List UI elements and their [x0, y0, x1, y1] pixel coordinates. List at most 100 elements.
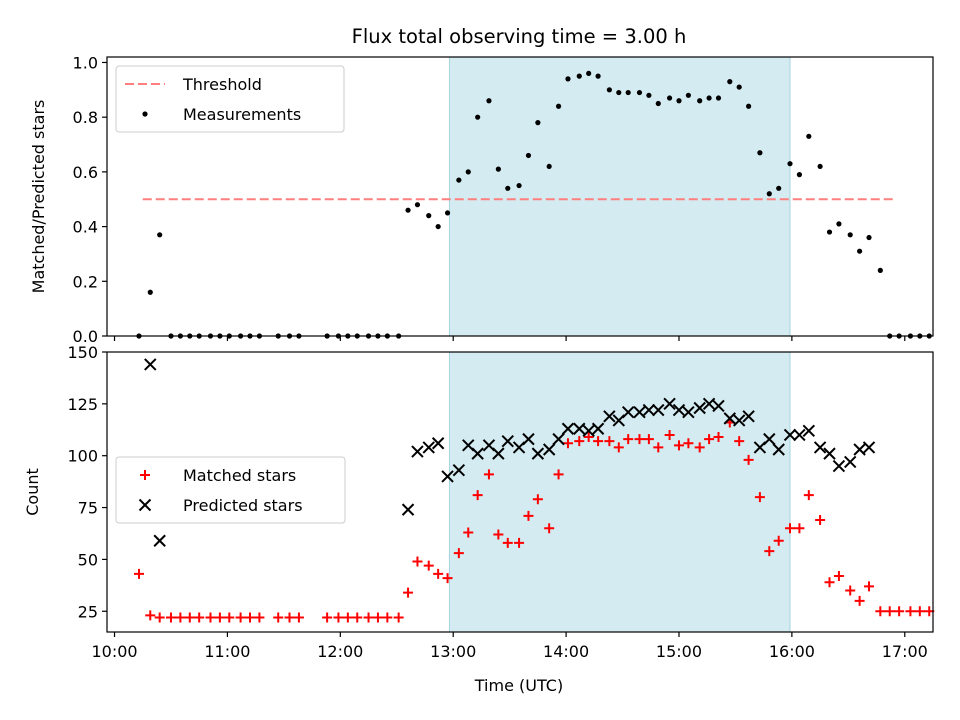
matched-star-point [704, 434, 715, 445]
matched-star-point [224, 612, 235, 623]
y-tick-label: 125 [67, 395, 98, 414]
matched-star-point [553, 469, 564, 480]
measurement-point [505, 185, 511, 191]
matched-star-point [523, 510, 534, 521]
predicted-star-point [471, 447, 484, 460]
matched-star-point [754, 492, 765, 503]
predicted-star-point [793, 428, 806, 442]
measurement-point [806, 133, 812, 139]
measurement-point [465, 169, 471, 175]
measurement-point [685, 92, 691, 98]
matched-star-point [352, 612, 363, 623]
matched-star-point [583, 432, 594, 443]
predicted-star-point [582, 424, 595, 438]
matched-star-point [273, 612, 284, 623]
predicted-star-point [712, 399, 725, 413]
matched-star-point [683, 438, 694, 449]
predicted-star-point [401, 503, 415, 516]
matched-star-point [175, 612, 186, 623]
matched-star-point [393, 612, 404, 623]
matched-star-point [333, 612, 344, 623]
predicted-star-point [862, 441, 876, 454]
bottom-y-axis-label: Count [23, 468, 42, 516]
bottom-x-axis-label: Time (UTC) [474, 676, 563, 695]
y-tick-label: 1.0 [73, 53, 98, 72]
matched-star-point [372, 612, 383, 623]
legend-label: Threshold [182, 75, 262, 94]
predicted-star-point [422, 441, 435, 454]
measurement-point [414, 202, 421, 208]
top-legend: Threshold Measurements [115, 65, 345, 133]
matched-star-point [214, 612, 225, 623]
matched-star-point [875, 606, 886, 617]
predicted-star-point [663, 397, 676, 411]
predicted-star-point [452, 464, 466, 477]
top-highlight-span [448, 56, 791, 337]
measurement-point [826, 229, 833, 235]
matched-star-point [254, 612, 265, 623]
measurement-point [565, 76, 571, 82]
measurement-point [147, 289, 153, 295]
predicted-star-point [561, 422, 575, 435]
measurement-point [757, 150, 763, 156]
x-tick-label: 13:00 [430, 642, 476, 661]
y-tick-label: 0.8 [73, 108, 98, 127]
matched-star-point [854, 595, 865, 606]
matched-star-point [423, 560, 434, 571]
measurement-point [444, 210, 451, 216]
predicted-star-point [693, 401, 706, 415]
predicted-star-point [552, 432, 565, 446]
predicted-star-point [802, 424, 816, 438]
measurement-point [857, 248, 863, 254]
matched-star-point [894, 606, 905, 617]
x-tick-label: 11:00 [204, 642, 250, 661]
matched-star-point [244, 612, 255, 623]
predicted-star-point [153, 534, 166, 547]
matched-star-point [442, 573, 453, 584]
measurement-point [426, 213, 432, 219]
legend-predicted-swatch [138, 498, 152, 512]
matched-star-point [284, 612, 295, 623]
predicted-star-point [702, 397, 716, 411]
matched-star-point [154, 612, 165, 623]
x-tick-label: 15:00 [656, 642, 702, 661]
matched-star-point [613, 442, 624, 453]
measurement-point [616, 89, 622, 96]
matched-star-point [815, 515, 826, 525]
predicted-star-point [844, 455, 857, 469]
measurement-point [776, 185, 782, 191]
measurement-point [535, 120, 541, 126]
legend-label: Matched stars [183, 466, 296, 485]
predicted-star-point [823, 447, 836, 460]
matched-star-point [694, 442, 705, 453]
measurement-point [796, 172, 803, 178]
measurement-point [625, 89, 631, 96]
matched-star-point [205, 612, 216, 623]
x-tick-label: 17:00 [882, 642, 928, 661]
measurement-point [727, 79, 733, 85]
x-tick-label: 16:00 [769, 642, 815, 661]
predicted-star-point [501, 434, 514, 448]
measurement-point [817, 163, 823, 170]
y-tick-label: 0.4 [73, 218, 98, 237]
matched-star-point [845, 585, 856, 596]
matched-star-point [794, 523, 805, 534]
matched-star-point [574, 436, 585, 447]
top-x-ticks [113, 336, 906, 341]
measurement-point [787, 161, 793, 167]
matched-star-point [342, 612, 353, 623]
measurement-point [435, 223, 441, 230]
matched-star-point [884, 606, 895, 617]
legend-matched-swatch [140, 470, 150, 480]
bottom-series-group [133, 358, 935, 623]
y-tick-label: 0.2 [73, 272, 98, 291]
measurement-point [595, 73, 601, 79]
measurement-point [676, 98, 682, 104]
matched-star-point [433, 568, 444, 579]
matched-star-point [604, 436, 615, 447]
measurement-point [666, 95, 673, 101]
y-tick-label: 25 [78, 602, 98, 621]
matched-star-point [194, 612, 205, 623]
y-tick-label: 150 [67, 343, 98, 362]
measurement-point [836, 221, 842, 227]
